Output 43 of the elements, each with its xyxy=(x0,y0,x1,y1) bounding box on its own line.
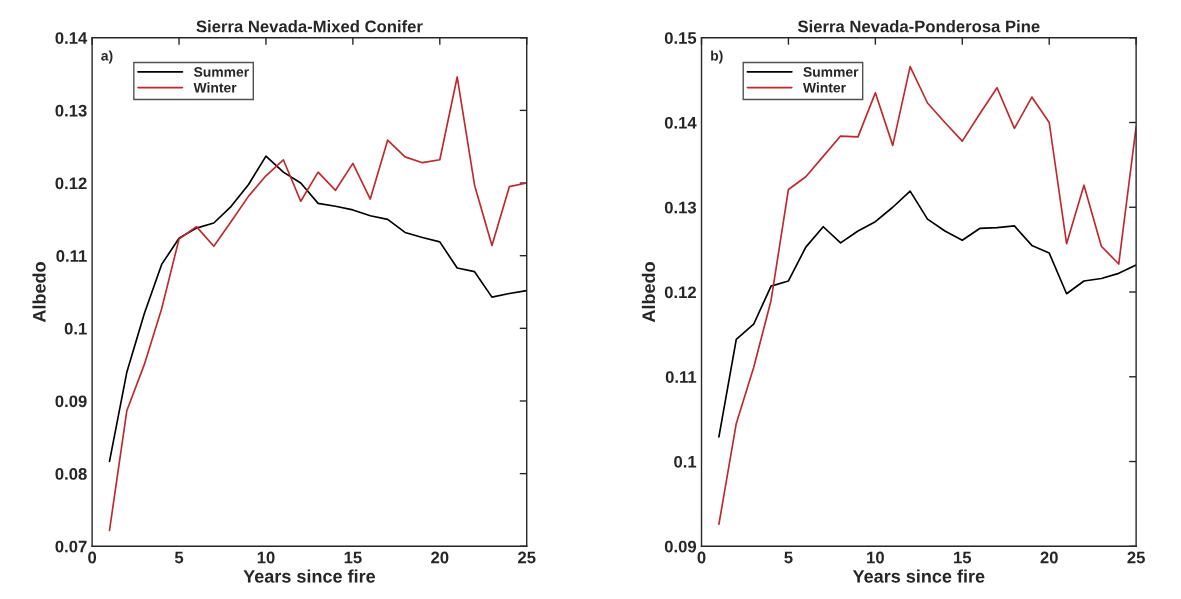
annotation: b) xyxy=(711,50,723,64)
y-tick-label: 0.15 xyxy=(664,32,697,44)
legend-label: Winter xyxy=(193,82,237,93)
line-series xyxy=(108,155,527,463)
line-series xyxy=(108,76,527,532)
chart-title: Sierra Nevada-Mixed Conifer xyxy=(196,20,423,33)
x-tick-label: 25 xyxy=(518,551,536,564)
y-axis-title: Albedo xyxy=(641,262,656,323)
y-tick-label: 0.13 xyxy=(664,201,697,214)
x-tick-label: 0 xyxy=(697,551,706,564)
y-tick-label: 0.1 xyxy=(674,455,697,468)
x-axis-title: Years since fire xyxy=(852,569,985,583)
y-tick-label: 0.11 xyxy=(665,371,697,383)
y-tick-label: 0.12 xyxy=(664,286,696,299)
y-tick-label: 0.07 xyxy=(55,540,87,553)
x-tick-label: 10 xyxy=(867,551,884,564)
y-tick-label: 0.09 xyxy=(664,540,697,553)
legend-label: Winter xyxy=(802,82,846,93)
x-axis-title: Years since fire xyxy=(243,569,376,583)
y-tick-label: 0.14 xyxy=(664,116,697,129)
x-tick-label: 0 xyxy=(88,551,97,564)
x-tick-label: 20 xyxy=(431,551,449,564)
line-series xyxy=(718,190,1137,438)
chart-title: Sierra Nevada-Ponderosa Pine xyxy=(797,20,1040,33)
y-axis-title: Albedo xyxy=(32,262,46,323)
legend-label: Summer xyxy=(803,67,859,77)
y-tick-label: 0.12 xyxy=(55,177,87,190)
y-tick-label: 0.1 xyxy=(64,322,87,335)
x-tick-label: 15 xyxy=(954,551,972,564)
x-tick-label: 20 xyxy=(1040,551,1058,564)
y-tick-label: 0.09 xyxy=(55,395,87,408)
x-tick-label: 5 xyxy=(784,551,793,564)
x-tick-label: 15 xyxy=(344,551,362,564)
y-tick-label: 0.08 xyxy=(55,468,87,480)
legend-label: Summer xyxy=(193,67,249,77)
y-tick-label: 0.14 xyxy=(55,32,88,44)
y-tick-label: 0.13 xyxy=(55,104,87,117)
x-tick-label: 25 xyxy=(1127,551,1145,564)
y-tick-label: 0.11 xyxy=(56,250,87,262)
x-tick-label: 10 xyxy=(257,551,275,564)
line-series xyxy=(718,65,1137,526)
annotation: a) xyxy=(101,50,113,64)
x-tick-label: 5 xyxy=(174,551,184,564)
